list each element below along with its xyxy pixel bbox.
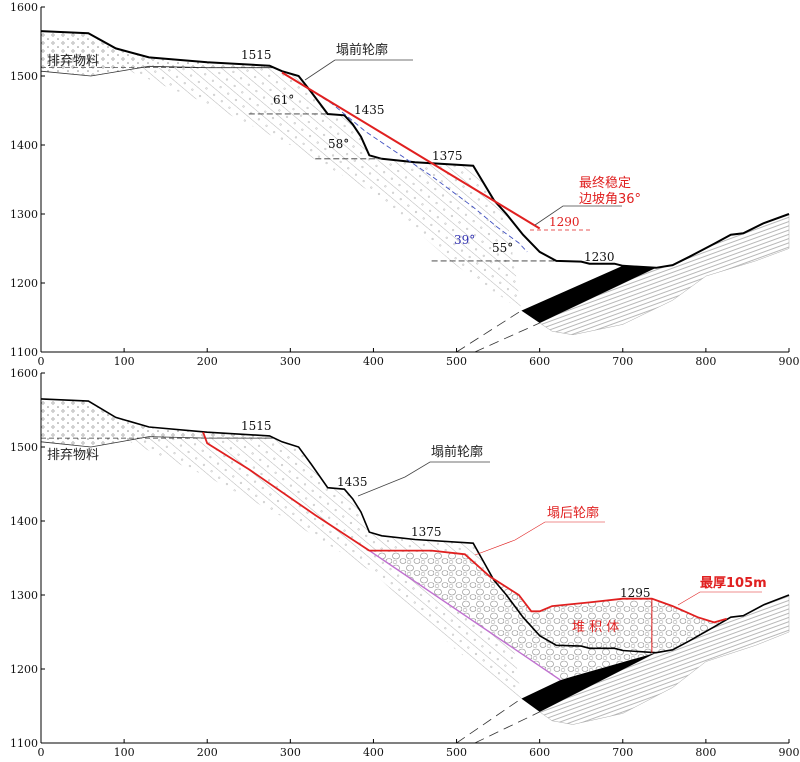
x-tick-label: 600 — [529, 746, 550, 759]
angle-58: 58° — [328, 137, 349, 151]
dump-material-region — [41, 398, 274, 447]
pre-collapse-profile — [40, 398, 790, 654]
coal-seam — [521, 265, 656, 323]
label-pre-collapse: 塌前轮廓 — [336, 42, 388, 58]
x-tick-label: 100 — [114, 355, 135, 368]
y-tick-label: 1600 — [10, 1, 38, 14]
elev-1375: 1375 — [411, 525, 442, 539]
y-tick-label: 1500 — [10, 70, 38, 83]
strata-region — [41, 398, 522, 699]
coal-extension-lower — [474, 711, 540, 744]
y-tick-label: 1500 — [10, 441, 38, 454]
elev-1295: 1295 — [620, 586, 651, 600]
x-tick-label: 800 — [695, 355, 716, 368]
x-tick-label: 0 — [38, 746, 45, 759]
x-tick-label: 800 — [695, 746, 716, 759]
leader-stable — [534, 205, 622, 226]
bedrock-region — [539, 213, 790, 336]
x-tick-label: 700 — [612, 746, 633, 759]
x-tick-label: 600 — [529, 355, 550, 368]
y-tick-label: 1300 — [10, 589, 38, 602]
leader-pre — [357, 461, 490, 497]
dump-material-region — [41, 31, 274, 77]
y-tick-label: 1200 — [10, 277, 38, 290]
x-tick-label: 200 — [197, 355, 218, 368]
coal-extension-upper — [456, 698, 522, 744]
elev-1515: 1515 — [241, 419, 272, 433]
y-tick-label: 1400 — [10, 139, 38, 152]
y-tick-label: 1400 — [10, 515, 38, 528]
x-tick-label: 900 — [778, 746, 799, 759]
angle-39: 39° — [454, 233, 475, 247]
x-tick-label: 0 — [38, 355, 45, 368]
leader-thickness — [677, 591, 762, 606]
label-dump-material: 排弃物料 — [47, 54, 99, 69]
x-tick-label: 200 — [197, 746, 218, 759]
label-pre-collapse: 塌前轮廓 — [431, 444, 483, 460]
angle-55: 55° — [492, 241, 513, 255]
label-post-collapse: 塌后轮廓 — [547, 505, 599, 521]
y-tick-label: 1600 — [10, 367, 38, 380]
x-tick-label: 300 — [280, 355, 301, 368]
coal-extension-upper — [456, 310, 522, 353]
label-dump-material: 排弃物料 — [47, 448, 99, 463]
y-tick-label: 1100 — [10, 737, 38, 750]
bottom-labels: 排弃物料 1515 塌前轮廓 1435 塌后轮廓 1375 1295 最厚105… — [47, 419, 767, 635]
deposit-region — [369, 550, 727, 681]
elev-1290: 1290 — [549, 215, 580, 229]
x-tick-label: 300 — [280, 746, 301, 759]
x-tick-label: 400 — [363, 746, 384, 759]
x-tick-label: 700 — [612, 355, 633, 368]
y-tick-label: 1100 — [10, 346, 38, 359]
elev-1435: 1435 — [337, 475, 368, 489]
panel-bottom: 0 100 200 300 400 500 600 700 800 900 1100 1200 1300… — [10, 367, 799, 759]
label-stable-angle-2: 边坡角36° — [579, 192, 641, 207]
label-deposit: 堆 积 体 — [572, 620, 619, 635]
final-stable-slope-line — [281, 71, 541, 230]
x-tick-label: 500 — [446, 746, 467, 759]
y-tick-label: 1300 — [10, 208, 38, 221]
x-tick-label: 900 — [778, 355, 799, 368]
post-collapse-profile — [202, 431, 727, 624]
x-tick-label: 500 — [446, 355, 467, 368]
panel-top: 0 100 200 300 400 500 600 700 800 900 1100 1200 1300… — [10, 1, 799, 368]
y-tick-label: 1200 — [10, 663, 38, 676]
label-max-thickness: 最厚105m — [700, 575, 767, 591]
leader-post — [474, 521, 605, 556]
x-tick-label: 100 — [114, 746, 135, 759]
elev-1435: 1435 — [354, 103, 385, 117]
elev-1230: 1230 — [584, 250, 615, 264]
angle-61: 61° — [273, 93, 294, 107]
top-labels: 排弃物料 1515 塌前轮廓 61° 1435 58° 1375 最终稳定 边坡… — [47, 42, 641, 264]
x-tick-label: 400 — [363, 355, 384, 368]
label-stable-angle-1: 最终稳定 — [579, 175, 631, 191]
coal-extension-lower — [474, 322, 540, 353]
strata-region — [41, 31, 522, 311]
elev-1515: 1515 — [241, 48, 272, 62]
pre-collapse-profile — [40, 30, 790, 269]
elev-1375: 1375 — [432, 149, 463, 163]
slip-surface-line — [368, 550, 561, 681]
leader-pre-arrow — [304, 59, 336, 81]
dashed-slope-line — [281, 72, 528, 253]
coal-seam — [521, 650, 656, 712]
